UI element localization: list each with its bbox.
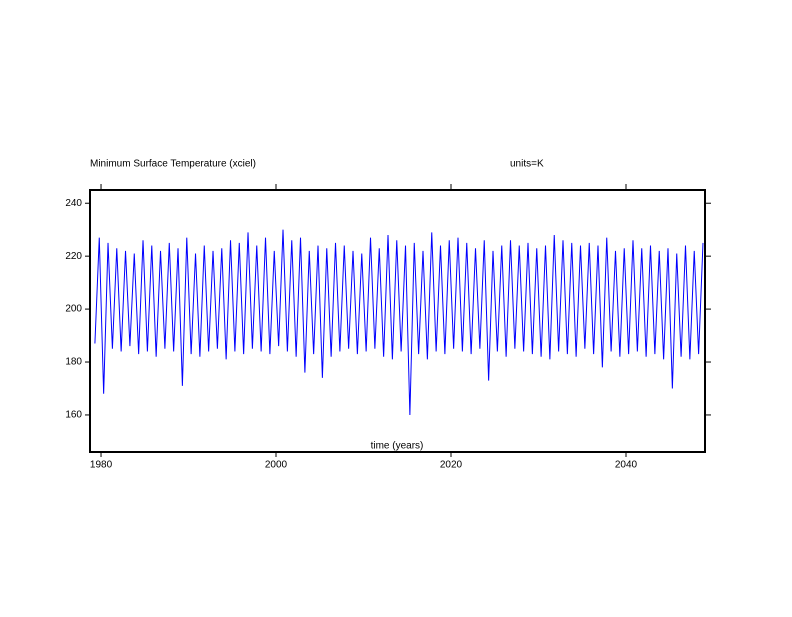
x-axis-label: time (years) <box>371 441 424 452</box>
y-tick-label: 160 <box>65 410 82 421</box>
y-tick-label: 220 <box>65 251 82 262</box>
x-tick-label: 1980 <box>90 460 113 471</box>
units-label: units=K <box>510 159 544 170</box>
x-tick-label: 2020 <box>440 460 463 471</box>
y-tick-label: 240 <box>65 198 82 209</box>
x-tick-label: 2040 <box>615 460 638 471</box>
y-tick-label: 200 <box>65 304 82 315</box>
y-tick-label: 180 <box>65 357 82 368</box>
chart-title: Minimum Surface Temperature (xciel) <box>90 159 256 170</box>
plot-frame <box>89 189 706 453</box>
data-line <box>94 229 704 415</box>
x-tick-label: 2000 <box>265 460 288 471</box>
